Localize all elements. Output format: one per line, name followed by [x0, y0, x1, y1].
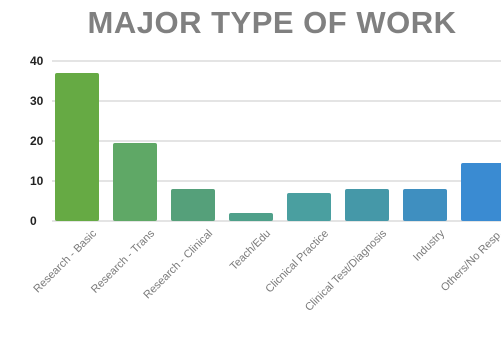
y-tick-label: 40: [30, 54, 44, 68]
chart-title: MAJOR TYPE OF WORK: [88, 5, 457, 40]
x-tick-label: Research - Trans: [89, 227, 157, 295]
y-tick-label: 0: [30, 214, 37, 228]
x-tick-label: Research - Basic: [31, 227, 99, 295]
bars: [55, 73, 501, 221]
x-tick-label: Teach/Edu: [228, 228, 273, 273]
bar: [461, 163, 501, 221]
bar: [113, 143, 157, 221]
y-tick-label: 10: [30, 174, 44, 188]
bar: [171, 189, 215, 221]
bar: [345, 189, 389, 221]
y-tick-label: 20: [30, 134, 44, 148]
x-tick-label: Others/No Resp.: [439, 228, 501, 294]
y-tick-label: 30: [30, 94, 44, 108]
x-tick-label: Clicnical Practice: [263, 228, 331, 296]
bar: [287, 193, 331, 221]
bar: [229, 213, 273, 221]
bar: [55, 73, 99, 221]
bar: [403, 189, 447, 221]
x-tick-label: Industry: [411, 227, 448, 264]
y-axis-ticks: 0 10 20 30 40: [30, 54, 44, 228]
